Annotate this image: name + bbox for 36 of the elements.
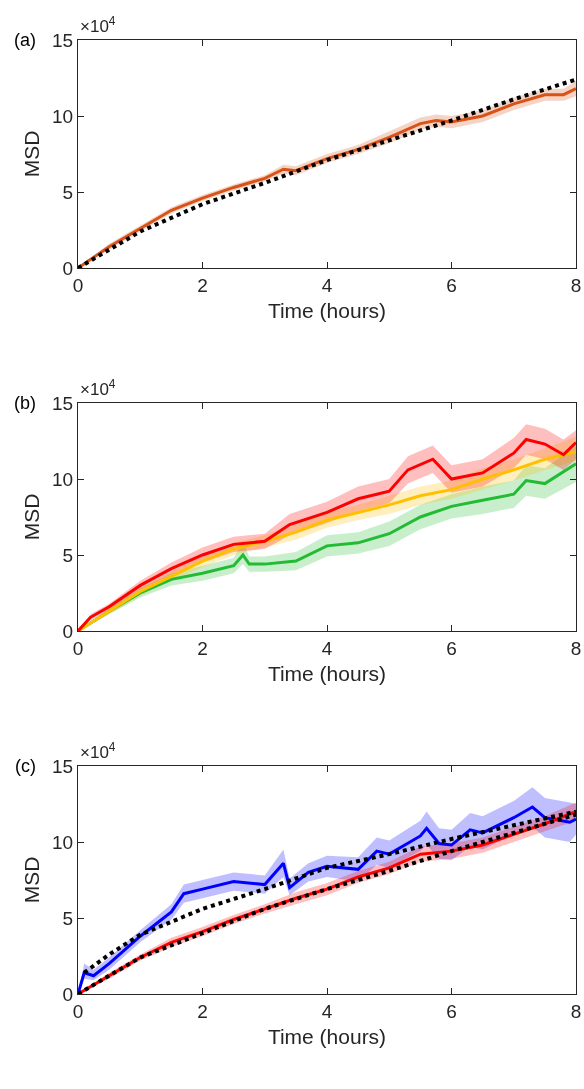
y-axis-title: MSD [20, 856, 44, 904]
x-axis-title: Time (hours) [267, 1025, 387, 1048]
chart-title: (b) [14, 393, 36, 413]
y-tick-label: 10 [52, 831, 74, 853]
y-tick-label: 0 [62, 257, 74, 279]
x-tick-label: 6 [446, 637, 457, 659]
x-tick-label: 4 [321, 1000, 333, 1022]
chart-title: (c) [15, 756, 36, 776]
text: ×10$^{4}$ [80, 377, 116, 400]
x-axis-title: Time (hours) [267, 662, 387, 685]
x-tick-label: 8 [570, 274, 582, 296]
x-tick-label: 2 [197, 1000, 208, 1022]
y-tick-label: 10 [52, 105, 74, 127]
y-tick-label: 15 [52, 392, 74, 414]
x-tick-label: 8 [570, 637, 582, 659]
x-tick-label: 4 [321, 274, 333, 296]
chart-title: (a) [14, 30, 36, 50]
y-tick-label: 0 [62, 620, 74, 642]
y-tick-label: 5 [62, 544, 74, 566]
text: ×10$^{4}$ [80, 740, 116, 763]
x-tick-label: 4 [321, 637, 333, 659]
x-tick-label: 6 [446, 1000, 457, 1022]
y-tick-label: 10 [52, 468, 74, 490]
y-tick-label: 0 [62, 983, 74, 1005]
y-tick-label: 15 [52, 755, 74, 777]
y-tick-label: 5 [62, 907, 74, 929]
x-tick-label: 8 [570, 1000, 582, 1022]
y-tick-label: 5 [62, 181, 74, 203]
x-tick-label: 2 [197, 274, 208, 296]
text: ×10$^{4}$ [80, 14, 116, 37]
y-axis-title: MSD [20, 130, 44, 178]
x-tick-label: 6 [446, 274, 457, 296]
y-axis-title: MSD [20, 493, 44, 541]
x-tick-label: 2 [197, 637, 208, 659]
x-axis-title: Time (hours) [267, 299, 387, 322]
y-tick-label: 15 [52, 29, 74, 51]
